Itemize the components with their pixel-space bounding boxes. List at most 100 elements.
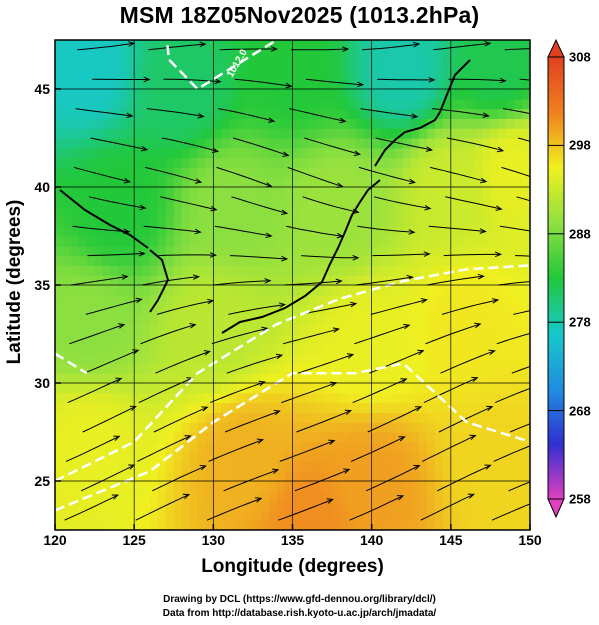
credit-drawing: Drawing by DCL (https://www.gfd-dennou.o… [163,594,436,605]
streamline-arrow [143,76,151,83]
streamline-arrow [195,178,203,184]
streamline [80,464,135,492]
streamline-arrow [344,409,353,415]
x-tick-label: 125 [122,532,146,548]
streamline [206,497,262,521]
streamline [367,406,422,433]
coastlines [59,59,471,334]
streamline-arrow [197,112,205,119]
streamline [296,410,351,433]
streamline-arrow [126,112,134,119]
streamline-arrow [129,405,137,411]
streamline-arrow [275,353,284,360]
streamline-arrow [564,302,570,307]
streamline-arrow [272,468,280,474]
streamline [375,137,432,151]
streamline [354,324,410,345]
pressure-contour [55,352,88,375]
y-tick-label: 35 [34,277,50,293]
streamline [213,280,271,286]
streamline [445,196,502,210]
streamline-arrow [343,468,351,474]
streamline [135,494,190,521]
streamline-arrow [495,205,503,211]
streamline [496,332,530,345]
streamline-arrow [199,465,207,471]
streamline [67,377,122,404]
streamline [511,365,530,374]
streamline-arrow [400,378,408,384]
streamline [211,327,268,345]
streamline [373,196,431,209]
streamline-arrow [255,497,263,503]
streamline-arrow [111,494,120,500]
streamline [229,255,287,260]
streamline-arrow [494,251,502,258]
streamline [428,225,486,232]
colorbar-label: 288 [569,226,591,242]
colorbar-max-arrow [547,38,565,58]
streamline [360,108,418,118]
colorbar-label: 298 [569,137,591,153]
streamline-arrow [192,274,201,280]
streamline [420,493,475,521]
streamline [64,494,119,521]
streamline-arrow [482,112,490,118]
streamline [140,324,196,345]
streamline [350,436,405,462]
streamline-arrow [123,228,131,235]
streamline [286,225,343,237]
streamline-arrow [408,229,416,235]
streamline [441,299,499,315]
colorbar-label: 258 [569,491,591,507]
streamline [82,405,137,433]
streamline-arrow [480,177,488,184]
streamline-arrow [115,377,123,383]
streamline-arrow [118,323,126,329]
streamline [156,300,214,315]
streamline [499,225,530,232]
streamline-arrow [396,495,405,501]
streamline-arrow [211,147,220,153]
streamline-arrow [184,435,192,441]
y-tick-label: 25 [34,473,50,489]
streamline-arrow [281,255,289,262]
streamline [503,108,530,115]
streamline-arrow [268,117,276,123]
colorbar-body [547,56,565,500]
streamline-arrow [353,150,362,156]
streamline [234,78,292,87]
streamline [304,137,360,155]
colorbar-label: 308 [569,49,591,65]
streamline-arrow [265,232,273,239]
streamline [158,254,216,257]
streamline [148,43,206,51]
streamline-arrow [471,376,479,383]
streamline-arrow [326,498,334,504]
streamline [88,196,146,209]
streamline-arrow [477,273,485,280]
streamline [299,303,357,315]
streamline-arrow [467,493,476,499]
streamline [160,196,217,211]
streamline [219,48,277,51]
streamline [223,469,279,492]
streamline [370,299,427,315]
streamline-arrow [328,439,336,445]
y-axis-label: Latitude (degrees) [4,199,25,365]
streamline [163,78,221,83]
streamline-arrow [491,298,500,304]
streamline [228,304,285,315]
streamline-arrow [479,228,487,234]
streamline [372,253,430,257]
streamline-arrow [210,205,218,212]
streamline-arrow [403,323,411,330]
streamline-arrow [139,204,147,211]
axis-ticks [54,88,531,530]
x-tick-label: 140 [359,532,384,548]
streamline [75,108,133,117]
streamline [301,255,359,259]
streamline-arrow [270,46,278,52]
pressure-contours [55,40,530,512]
